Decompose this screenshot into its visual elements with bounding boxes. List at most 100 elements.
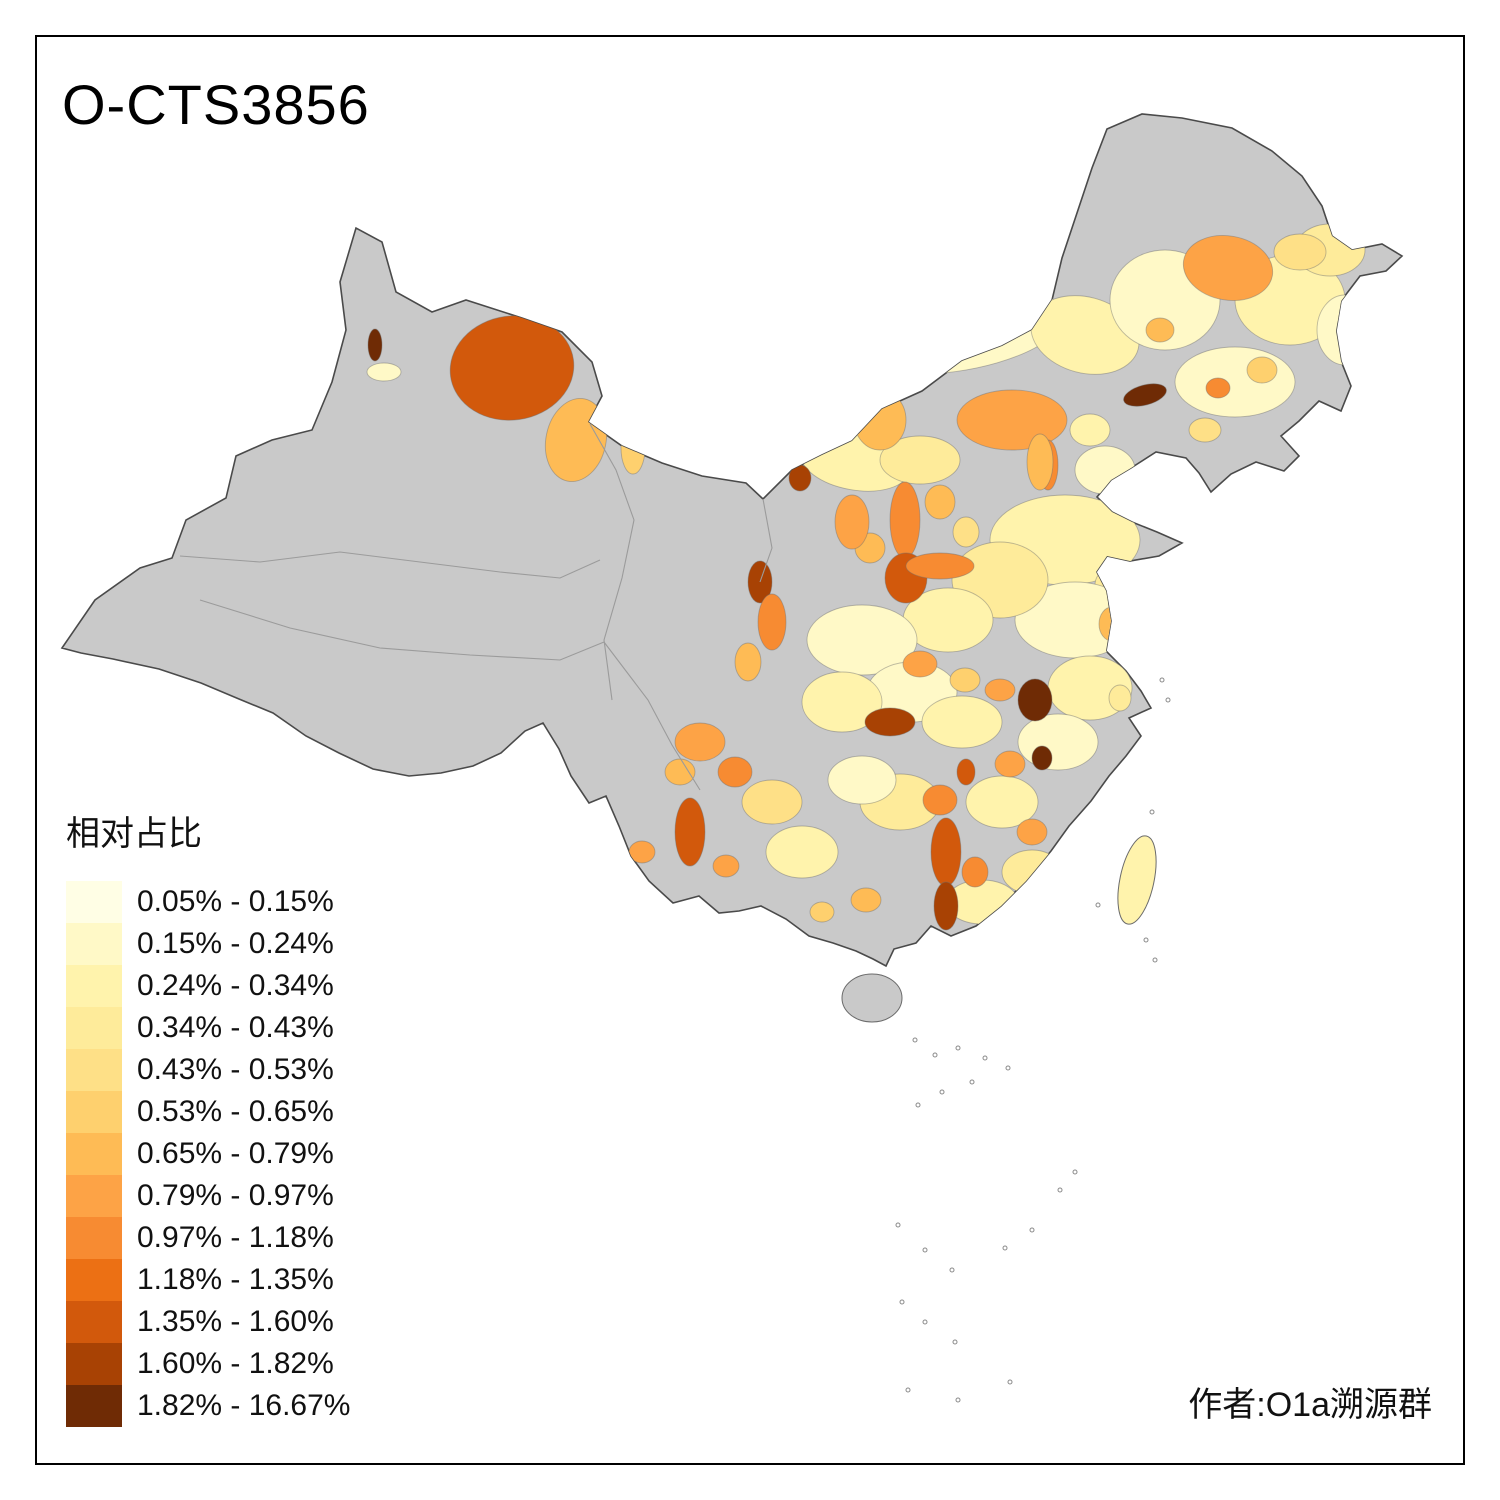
map-region bbox=[994, 750, 1026, 778]
legend-label: 0.15% - 0.24% bbox=[137, 927, 334, 960]
map-region bbox=[734, 642, 762, 682]
map-region bbox=[1001, 849, 1063, 895]
map-region bbox=[965, 775, 1039, 829]
legend: 相对占比 0.05% - 0.15% 0.15% - 0.24% 0.24% - 0… bbox=[66, 806, 350, 1427]
map-region bbox=[902, 650, 938, 678]
islet-dot bbox=[1057, 1187, 1063, 1193]
map-region bbox=[1069, 413, 1111, 447]
map-region bbox=[850, 887, 882, 913]
islet-dot bbox=[939, 1089, 945, 1095]
map-region bbox=[952, 516, 980, 548]
map-region bbox=[1316, 294, 1374, 366]
legend-label: 0.65% - 0.79% bbox=[137, 1137, 334, 1170]
map-region bbox=[834, 494, 870, 550]
map-region bbox=[949, 667, 981, 693]
legend-swatch bbox=[66, 1259, 122, 1301]
map-region bbox=[922, 784, 958, 816]
map-region bbox=[717, 756, 753, 788]
islet-dot bbox=[969, 1079, 975, 1085]
legend-row: 0.15% - 0.24% bbox=[66, 923, 350, 965]
legend-swatch bbox=[66, 923, 122, 965]
map-region bbox=[1074, 445, 1136, 495]
map-region bbox=[765, 825, 839, 879]
legend-label: 0.34% - 0.43% bbox=[137, 1011, 334, 1044]
islet-dot bbox=[1152, 957, 1158, 963]
map-region bbox=[1108, 684, 1132, 712]
legend-row: 0.79% - 0.97% bbox=[66, 1175, 350, 1217]
legend-row: 1.60% - 1.82% bbox=[66, 1343, 350, 1385]
islet-dot bbox=[952, 1339, 958, 1345]
legend-label: 0.53% - 0.65% bbox=[137, 1095, 334, 1128]
islet-dot bbox=[1007, 1379, 1013, 1385]
islet-dot bbox=[955, 1045, 961, 1051]
legend-row: 1.18% - 1.35% bbox=[66, 1259, 350, 1301]
legend-label: 0.05% - 0.15% bbox=[137, 885, 334, 918]
legend-label: 0.79% - 0.97% bbox=[137, 1179, 334, 1212]
islet-dot bbox=[955, 1397, 961, 1403]
islet-dot bbox=[1159, 677, 1165, 683]
map-region bbox=[449, 315, 575, 421]
legend-swatch bbox=[66, 1049, 122, 1091]
legend-swatch bbox=[66, 1091, 122, 1133]
islet-dot bbox=[922, 1319, 928, 1325]
legend-swatch bbox=[66, 1133, 122, 1175]
islet-dot bbox=[1002, 1245, 1008, 1251]
map-region bbox=[664, 758, 696, 786]
legend-row: 1.35% - 1.60% bbox=[66, 1301, 350, 1343]
islet-dot bbox=[899, 1299, 905, 1305]
islet-dot bbox=[1029, 1227, 1035, 1233]
islet-dot bbox=[949, 1267, 955, 1273]
map-region bbox=[905, 552, 975, 580]
map-region bbox=[1246, 356, 1278, 384]
map-region bbox=[367, 328, 383, 362]
islet-dot bbox=[932, 1052, 938, 1058]
legend-swatch bbox=[66, 881, 122, 923]
islet-dot bbox=[1165, 697, 1171, 703]
map-region bbox=[961, 856, 989, 888]
map-region bbox=[930, 817, 962, 887]
legend-row: 0.97% - 1.18% bbox=[66, 1217, 350, 1259]
map-region bbox=[984, 678, 1016, 702]
map-region bbox=[1017, 713, 1099, 771]
islet-dot bbox=[915, 1102, 921, 1108]
legend-label: 1.60% - 1.82% bbox=[137, 1347, 334, 1380]
map-region bbox=[620, 421, 646, 475]
map-region bbox=[806, 604, 918, 676]
map-region bbox=[853, 389, 907, 451]
islet-dot bbox=[982, 1055, 988, 1061]
legend-swatch bbox=[66, 965, 122, 1007]
map-region bbox=[366, 362, 402, 382]
legend-row: 0.43% - 0.53% bbox=[66, 1049, 350, 1091]
legend-label: 0.97% - 1.18% bbox=[137, 1221, 334, 1254]
figure-title: O-CTS3856 bbox=[62, 73, 370, 136]
legend-label: 0.24% - 0.34% bbox=[137, 969, 334, 1002]
map-region bbox=[827, 755, 897, 805]
islet-dot bbox=[1005, 1065, 1011, 1071]
map-region bbox=[1188, 417, 1222, 443]
map-region bbox=[933, 881, 959, 931]
legend-label: 1.82% - 16.67% bbox=[137, 1389, 351, 1422]
map-region bbox=[1123, 383, 1167, 407]
legend-swatch bbox=[66, 1175, 122, 1217]
map-region bbox=[788, 464, 812, 492]
islet-dot bbox=[1149, 809, 1155, 815]
legend-row: 0.53% - 0.65% bbox=[66, 1091, 350, 1133]
legend-label: 1.18% - 1.35% bbox=[137, 1263, 334, 1296]
map-region bbox=[1273, 233, 1327, 271]
south-china-sea-islets bbox=[895, 677, 1171, 1403]
legend-swatch bbox=[66, 1343, 122, 1385]
islet-dot bbox=[922, 1247, 928, 1253]
map-region bbox=[864, 707, 916, 737]
islet-dot bbox=[895, 1222, 901, 1228]
map-region bbox=[921, 695, 1003, 749]
map-region bbox=[674, 797, 706, 867]
legend-row: 0.24% - 0.34% bbox=[66, 965, 350, 1007]
map-region bbox=[889, 481, 921, 559]
taiwan-island bbox=[1117, 835, 1157, 925]
map-region bbox=[1145, 317, 1175, 343]
map-region bbox=[757, 593, 787, 651]
legend-row: 0.05% - 0.15% bbox=[66, 881, 350, 923]
islet-dot bbox=[905, 1387, 911, 1393]
legend-rows: 0.05% - 0.15% 0.15% - 0.24% 0.24% - 0.34% 0… bbox=[66, 881, 350, 1427]
